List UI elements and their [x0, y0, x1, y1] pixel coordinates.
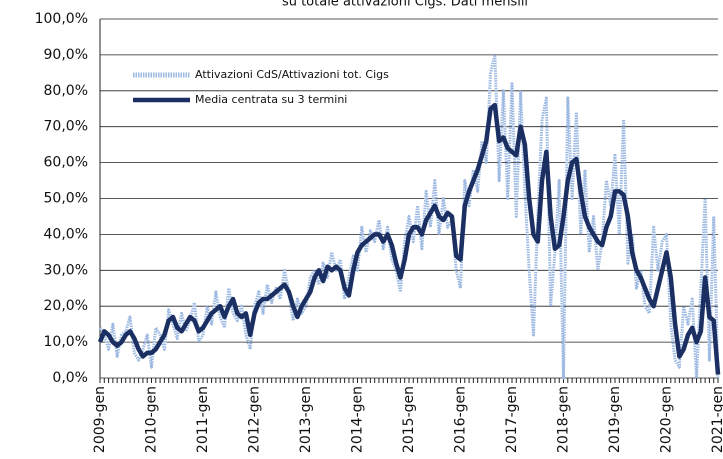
x-tick-label: 2012-gen — [247, 386, 263, 453]
x-tick-label: 2011-gen — [195, 386, 211, 453]
y-tick-label: 90,0% — [44, 47, 88, 63]
series-line — [97, 102, 721, 375]
y-tick-label: 0,0% — [52, 370, 88, 386]
y-tick-label: 20,0% — [44, 298, 88, 314]
chart-title: su totale attivazioni Cigs. Dati mensili — [282, 0, 528, 10]
x-tick-label: 2020-gen — [659, 386, 675, 453]
x-tick-label: 2016-gen — [453, 386, 469, 453]
x-tick-label: 2015-gen — [401, 386, 417, 453]
y-tick-label: 40,0% — [44, 226, 88, 242]
x-tick-label: 2014-gen — [350, 386, 366, 453]
y-tick-label: 70,0% — [44, 119, 88, 135]
x-tick-label: 2018-gen — [556, 386, 572, 453]
x-tick-label: 2009-gen — [92, 386, 108, 453]
y-tick-label: 50,0% — [44, 191, 88, 207]
y-tick-label: 10,0% — [44, 334, 88, 350]
series-line — [98, 53, 720, 380]
y-tick-label: 60,0% — [44, 155, 88, 171]
x-tick-label: 2013-gen — [298, 386, 314, 453]
y-tick-label: 30,0% — [44, 262, 88, 278]
legend-label: Attivazioni CdS/Attivazioni tot. Cigs — [195, 68, 389, 81]
y-tick-label: 80,0% — [44, 83, 88, 99]
x-tick-label: 2019-gen — [607, 386, 623, 453]
x-tick-label: 2017-gen — [504, 386, 520, 453]
y-tick-label: 100,0% — [35, 11, 88, 27]
legend-label: Media centrata su 3 termini — [195, 93, 347, 106]
x-tick-label: 2010-gen — [144, 386, 160, 453]
x-tick-label: 2021-gen — [710, 386, 723, 453]
